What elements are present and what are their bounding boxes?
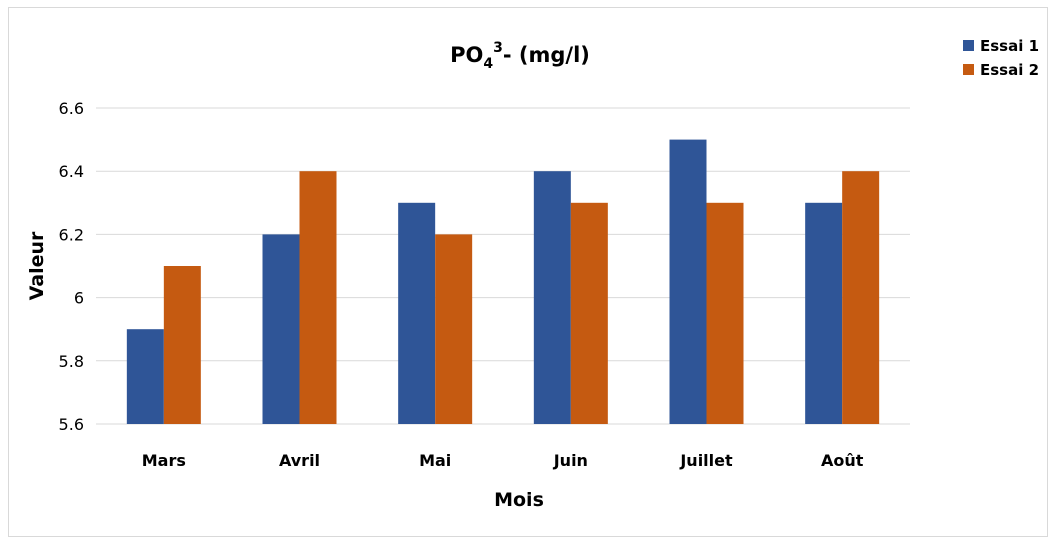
bar-essai-2-4 xyxy=(706,202,744,424)
chart-title-rest: - (mg/l) xyxy=(503,43,590,67)
bar-essai-2-1 xyxy=(299,171,337,424)
legend: Essai 1 Essai 2 xyxy=(963,37,1039,79)
y-tick-label: 6 xyxy=(74,289,84,308)
chart-title-main: PO xyxy=(450,43,483,67)
x-axis-category-labels: Mars Avril Mai Juin Juillet Août xyxy=(142,451,864,470)
gridlines xyxy=(96,107,910,425)
bar-essai-1-0 xyxy=(126,329,164,424)
bar-essai-1-1 xyxy=(262,234,300,424)
y-tick-label: 6.2 xyxy=(59,225,84,244)
chart-title-subscript: 4 xyxy=(483,56,493,72)
y-axis-tick-labels: 5.6 5.8 6 6.2 6.4 6.6 xyxy=(59,99,84,434)
y-axis-title: Valeur xyxy=(26,231,48,300)
x-category-label: Avril xyxy=(279,451,320,470)
x-category-label: Mars xyxy=(142,451,186,470)
bar-essai-2-3 xyxy=(570,202,608,424)
bar-essai-2-2 xyxy=(435,234,473,424)
y-tick-label: 5.6 xyxy=(59,415,84,434)
y-tick-label: 6.6 xyxy=(59,99,84,118)
bar-essai-1-2 xyxy=(398,202,436,424)
chart-title: PO43- (mg/l) xyxy=(450,40,590,72)
bar-essai-2-5 xyxy=(842,171,880,424)
y-tick-label: 5.8 xyxy=(59,352,84,371)
x-axis-title: Mois xyxy=(494,489,544,511)
x-category-label: Août xyxy=(821,451,864,470)
legend-label-essai-1: Essai 1 xyxy=(980,37,1039,55)
x-category-label: Juillet xyxy=(679,451,733,470)
x-category-label: Juin xyxy=(553,451,588,470)
legend-label-essai-2: Essai 2 xyxy=(980,61,1039,79)
chart-title-superscript: 3 xyxy=(493,40,503,56)
x-category-label: Mai xyxy=(419,451,451,470)
bar-essai-1-5 xyxy=(805,202,843,424)
legend-swatch-essai-1 xyxy=(963,40,974,51)
legend-swatch-essai-2 xyxy=(963,64,974,75)
y-tick-label: 6.4 xyxy=(59,162,84,181)
bar-essai-1-3 xyxy=(533,171,571,424)
bar-essai-2-0 xyxy=(163,266,201,424)
bar-essai-1-4 xyxy=(669,139,707,424)
bars xyxy=(126,139,880,424)
